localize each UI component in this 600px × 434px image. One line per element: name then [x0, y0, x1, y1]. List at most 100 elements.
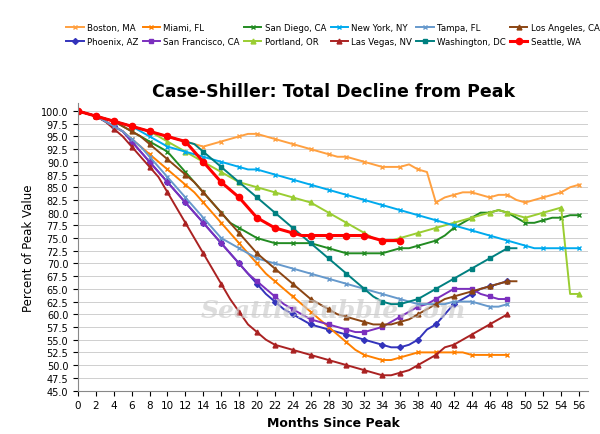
Tampa, FL — [92, 114, 100, 119]
Miami, FL — [450, 350, 457, 355]
Miami, FL — [110, 125, 118, 130]
Tampa, FL — [271, 261, 278, 266]
Washington, DC — [200, 150, 207, 155]
Tampa, FL — [227, 241, 234, 246]
Phoenix, AZ — [325, 327, 332, 332]
Portland, OR — [92, 114, 100, 119]
Miami, FL — [504, 352, 511, 358]
Miami, FL — [164, 168, 171, 173]
Miami, FL — [253, 261, 260, 266]
Phoenix, AZ — [415, 337, 422, 342]
San Francisco, CA — [406, 309, 413, 315]
Miami, FL — [173, 175, 180, 180]
San Francisco, CA — [83, 112, 91, 117]
Las Vegas, NV — [244, 322, 251, 327]
San Francisco, CA — [432, 297, 439, 302]
Las Vegas, NV — [262, 337, 269, 342]
Los Angeles, CA — [74, 109, 82, 115]
Los Angeles, CA — [209, 201, 216, 206]
Seattle, WA — [253, 216, 260, 221]
Las Vegas, NV — [477, 327, 484, 332]
Las Vegas, NV — [173, 205, 180, 210]
Phoenix, AZ — [388, 345, 395, 350]
New York, NY — [415, 213, 422, 218]
Washington, DC — [316, 249, 323, 254]
Line: Portland, OR: Portland, OR — [76, 109, 581, 297]
Miami, FL — [477, 352, 484, 358]
Washington, DC — [271, 210, 278, 216]
San Diego, CA — [74, 109, 82, 115]
Seattle, WA — [173, 137, 180, 142]
Miami, FL — [182, 183, 189, 188]
Tampa, FL — [164, 175, 171, 180]
Line: Phoenix, AZ: Phoenix, AZ — [76, 110, 509, 349]
Line: Las Vegas, NV: Las Vegas, NV — [76, 109, 510, 378]
Los Angeles, CA — [459, 292, 466, 297]
Seattle, WA — [334, 233, 341, 239]
Las Vegas, NV — [137, 155, 144, 160]
Seattle, WA — [209, 170, 216, 175]
Los Angeles, CA — [253, 251, 260, 256]
Phoenix, AZ — [200, 221, 207, 226]
Los Angeles, CA — [513, 279, 520, 284]
Portland, OR — [74, 109, 82, 115]
Phoenix, AZ — [110, 125, 118, 130]
Seattle, WA — [218, 180, 225, 185]
Tampa, FL — [325, 276, 332, 282]
Phoenix, AZ — [164, 180, 171, 185]
Tampa, FL — [101, 119, 109, 125]
Miami, FL — [397, 355, 404, 360]
Miami, FL — [432, 350, 439, 355]
Los Angeles, CA — [101, 117, 109, 122]
Miami, FL — [468, 352, 475, 358]
Phoenix, AZ — [146, 160, 153, 165]
Phoenix, AZ — [101, 119, 109, 125]
New York, NY — [209, 157, 216, 162]
Phoenix, AZ — [218, 241, 225, 246]
San Francisco, CA — [477, 292, 484, 297]
San Francisco, CA — [370, 327, 377, 332]
Los Angeles, CA — [137, 135, 144, 140]
San Francisco, CA — [325, 322, 332, 327]
San Francisco, CA — [253, 279, 260, 284]
Las Vegas, NV — [74, 109, 82, 115]
Washington, DC — [415, 297, 422, 302]
Phoenix, AZ — [334, 330, 341, 335]
Tampa, FL — [486, 304, 493, 309]
Las Vegas, NV — [119, 135, 127, 140]
Miami, FL — [146, 152, 153, 158]
Washington, DC — [343, 271, 350, 276]
Miami, FL — [262, 271, 269, 276]
X-axis label: Months Since Peak: Months Since Peak — [266, 416, 400, 429]
Los Angeles, CA — [388, 322, 395, 327]
San Francisco, CA — [227, 251, 234, 256]
Tampa, FL — [459, 299, 466, 305]
Las Vegas, NV — [325, 358, 332, 363]
Las Vegas, NV — [83, 112, 91, 117]
San Francisco, CA — [343, 327, 350, 332]
Phoenix, AZ — [379, 342, 386, 348]
San Francisco, CA — [352, 330, 359, 335]
Tampa, FL — [280, 264, 287, 269]
Tampa, FL — [74, 109, 82, 115]
Seattle, WA — [137, 127, 144, 132]
Los Angeles, CA — [307, 297, 314, 302]
Miami, FL — [83, 112, 91, 117]
Miami, FL — [137, 145, 144, 150]
Tampa, FL — [379, 292, 386, 297]
Seattle, WA — [352, 233, 359, 239]
Seattle, WA — [119, 122, 127, 127]
Washington, DC — [370, 294, 377, 299]
Las Vegas, NV — [146, 165, 153, 170]
Boston, MA — [74, 109, 82, 115]
Miami, FL — [361, 352, 368, 358]
Miami, FL — [406, 352, 413, 358]
Washington, DC — [209, 157, 216, 162]
Los Angeles, CA — [110, 119, 118, 125]
Washington, DC — [450, 276, 457, 282]
Las Vegas, NV — [388, 373, 395, 378]
Washington, DC — [280, 218, 287, 224]
Text: SeattleBubble.com: SeattleBubble.com — [200, 299, 466, 322]
Seattle, WA — [191, 150, 198, 155]
Line: San Diego, CA: San Diego, CA — [76, 109, 581, 256]
